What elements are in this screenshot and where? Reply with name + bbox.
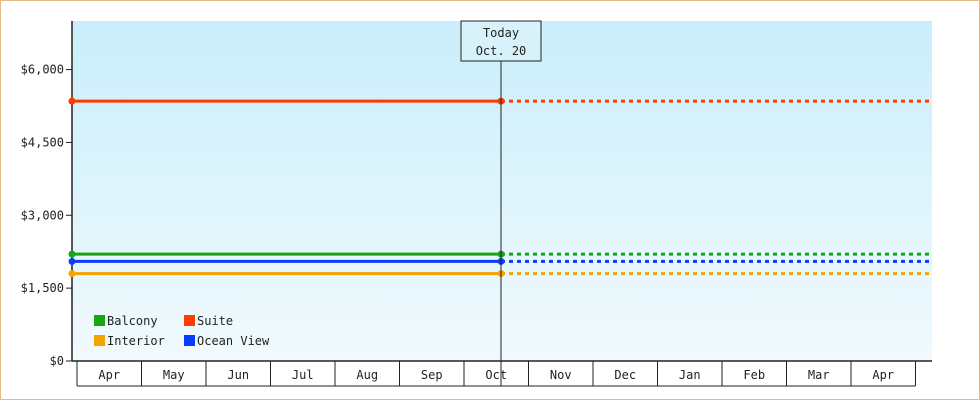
x-tick-label: Dec (614, 368, 636, 382)
x-tick-label: Jun (227, 368, 249, 382)
series-point-start (68, 97, 76, 105)
y-tick-label: $0 (50, 354, 64, 368)
y-tick-label: $6,000 (21, 63, 64, 77)
x-tick-label: May (163, 368, 185, 382)
x-tick-label: Apr (98, 368, 120, 382)
y-axis: $0 $1,500 $3,000 $4,500 $6,000 (21, 21, 73, 368)
legend-swatch (94, 335, 105, 346)
legend-item: Ocean View (184, 334, 270, 348)
legend-swatch (184, 335, 195, 346)
legend-swatch (94, 315, 105, 326)
legend-label: Ocean View (197, 334, 270, 348)
x-tick-label: Mar (808, 368, 830, 382)
legend-label: Suite (197, 314, 233, 328)
today-box (460, 20, 542, 62)
y-tick-label: $3,000 (21, 208, 64, 222)
x-tick-label: Oct (485, 368, 507, 382)
today-marker: Today Oct. 20 (460, 20, 542, 386)
today-date: Oct. 20 (476, 44, 527, 58)
legend-item: Interior (94, 334, 165, 348)
today-label: Today (483, 26, 519, 40)
legend-label: Interior (107, 334, 165, 348)
plot-area (72, 21, 932, 361)
legend-label: Balcony (107, 314, 158, 328)
x-axis: Apr May Jun Jul Aug Sep Oct Nov Dec Jan Feb Mar Apr (72, 360, 932, 387)
x-tick-label: Jul (292, 368, 314, 382)
x-tick-label: Aug (356, 368, 378, 382)
x-tick-label: Apr (872, 368, 894, 382)
series-point-start (68, 257, 76, 265)
x-tick-label: Nov (550, 368, 572, 382)
series-balcony (68, 250, 932, 258)
y-tick-label: $4,500 (21, 135, 64, 149)
legend-item: Suite (184, 314, 233, 328)
legend-swatch (184, 315, 195, 326)
series-point-start (68, 250, 76, 258)
y-tick-label: $1,500 (21, 281, 64, 295)
legend: Balcony Suite Interior Ocean View (94, 314, 270, 348)
x-tick-label: Sep (421, 368, 443, 382)
series-point-start (68, 270, 76, 278)
x-tick-label: Feb (743, 368, 765, 382)
x-tick-label: Jan (679, 368, 701, 382)
legend-item: Balcony (94, 314, 158, 328)
